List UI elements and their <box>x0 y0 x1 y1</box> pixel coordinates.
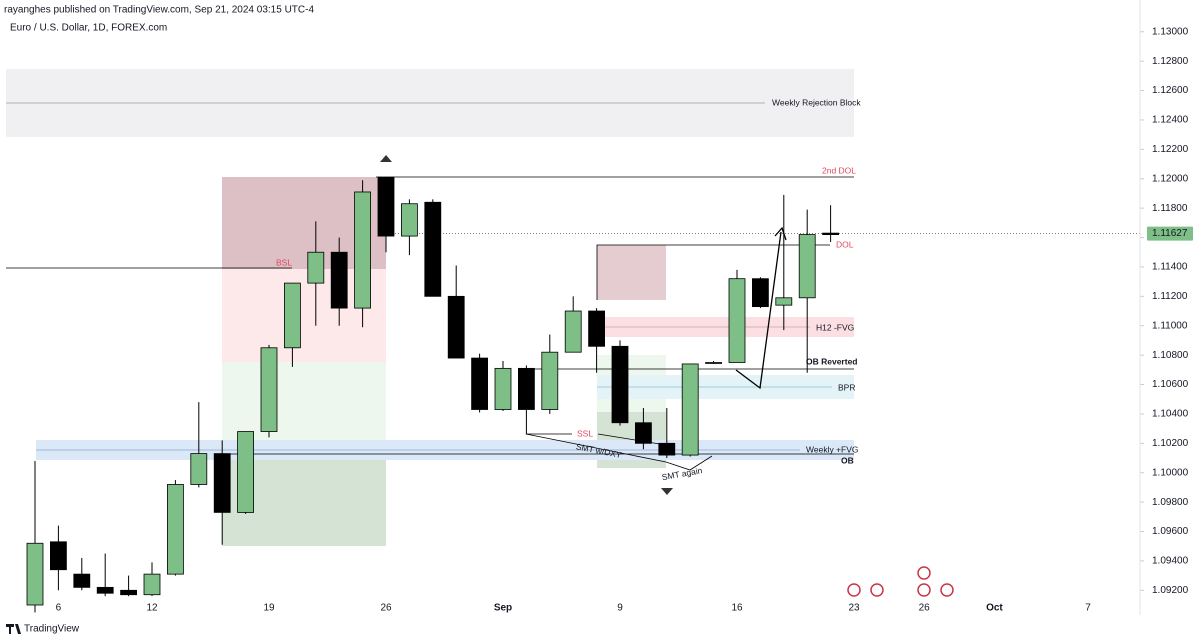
annotation: BSL <box>276 257 292 267</box>
annotation: DOL <box>836 239 854 249</box>
candle-body <box>447 295 465 359</box>
y-tick-label: 1.12400 <box>1152 115 1189 126</box>
x-tick-label: 26 <box>380 603 392 614</box>
candle-body <box>377 176 395 237</box>
candle-body <box>728 278 746 363</box>
y-tick-label: 1.10400 <box>1152 409 1189 420</box>
candle-body <box>424 201 442 297</box>
y-tick-label: 1.11800 <box>1152 203 1188 214</box>
x-tick-label: 26 <box>919 603 931 614</box>
x-tick-label: 12 <box>146 603 158 614</box>
candle-body <box>752 278 769 308</box>
brand-logo <box>6 624 21 634</box>
event-icon[interactable] <box>940 583 954 597</box>
candle-body <box>775 297 793 306</box>
y-tick-label: 1.10000 <box>1152 467 1189 478</box>
event-icon[interactable] <box>847 583 861 597</box>
candle-body <box>658 442 676 456</box>
annotation: H12 -FVG <box>816 322 854 332</box>
symbol-title: Euro / U.S. Dollar, 1D, FOREX.com <box>10 23 167 34</box>
last-price-box <box>1147 226 1193 241</box>
candle-body <box>705 362 722 364</box>
candle-body <box>283 282 301 349</box>
annotation: SSL <box>577 428 593 438</box>
smt-line <box>525 433 713 471</box>
candle-body <box>73 573 91 588</box>
candle-body <box>237 431 255 513</box>
candle-body <box>26 542 44 606</box>
ssl-line <box>526 433 667 446</box>
y-tick-label: 1.09600 <box>1152 526 1189 537</box>
x-tick-label: 16 <box>731 603 743 614</box>
premium-zone <box>597 245 666 300</box>
candle-body <box>330 251 348 309</box>
candle-body <box>213 453 231 513</box>
candle-body <box>260 347 278 432</box>
y-tick-label: 1.11200 <box>1152 291 1188 302</box>
annotation: Weekly Rejection Block <box>772 97 861 107</box>
candle-body <box>143 573 161 596</box>
candle-body <box>541 351 559 410</box>
y-tick-label: 1.12600 <box>1152 85 1189 96</box>
candle-body <box>681 363 699 456</box>
candle-body <box>190 453 208 485</box>
x-tick-label: Sep <box>494 603 512 614</box>
candle-body <box>518 367 535 410</box>
candle-body <box>822 232 839 235</box>
candle-body <box>798 234 816 299</box>
annotation: BPR <box>838 382 855 392</box>
candle-body <box>611 345 629 424</box>
candle-body <box>307 251 325 284</box>
annotation: OB <box>841 455 854 465</box>
candle-body <box>50 541 67 571</box>
candle-body <box>494 367 512 410</box>
y-tick-label: 1.13000 <box>1152 26 1189 37</box>
discount-zone <box>222 362 386 440</box>
candle-body <box>635 422 652 444</box>
event-icon[interactable] <box>917 583 931 597</box>
y-tick-label: 1.12800 <box>1152 56 1189 67</box>
y-tick-label: 1.11400 <box>1152 262 1188 273</box>
x-tick-label: 9 <box>617 603 623 614</box>
x-tick-label: 23 <box>848 603 860 614</box>
marker-up <box>380 155 392 162</box>
x-tick-label: 7 <box>1085 603 1091 614</box>
y-tick-label: 1.09800 <box>1152 497 1189 508</box>
candle-body <box>96 586 114 594</box>
x-tick-label: Oct <box>986 603 1003 614</box>
event-icon[interactable] <box>917 566 931 580</box>
y-tick-label: 1.10800 <box>1152 350 1189 361</box>
candle-body <box>120 589 137 596</box>
candle-body <box>564 310 582 353</box>
candle-body <box>471 357 489 410</box>
y-tick-label: 1.11000 <box>1152 320 1188 331</box>
y-tick-label: 1.12000 <box>1152 173 1189 184</box>
last-price-label: 1.11627 <box>1152 228 1188 239</box>
x-tick-label: 6 <box>56 603 62 614</box>
brand: TradingView <box>24 624 80 635</box>
annotation: Weekly +FVG <box>806 444 859 454</box>
publisher: rayanghes published on TradingView.com, … <box>4 5 314 16</box>
y-tick-label: 1.10600 <box>1152 379 1189 390</box>
drawings: rayanghes published on TradingView.com, … <box>4 5 954 635</box>
y-tick-label: 1.09400 <box>1152 556 1189 567</box>
event-icon[interactable] <box>870 583 884 597</box>
annotation: 2nd DOL <box>822 165 856 175</box>
y-tick-label: 1.10200 <box>1152 438 1189 449</box>
level-line <box>596 244 830 300</box>
candle-body <box>354 191 372 309</box>
y-tick-label: 1.09200 <box>1152 585 1189 596</box>
candle-body <box>400 203 418 237</box>
marker-down <box>661 488 673 495</box>
candle-body <box>166 484 184 575</box>
y-tick-label: 1.12200 <box>1152 144 1189 155</box>
x-tick-label: 19 <box>263 603 275 614</box>
projection-arrow <box>735 226 787 390</box>
annotation: OB Reverted <box>806 356 858 366</box>
candle-body <box>588 310 605 347</box>
annotation: SMT again <box>661 465 703 482</box>
